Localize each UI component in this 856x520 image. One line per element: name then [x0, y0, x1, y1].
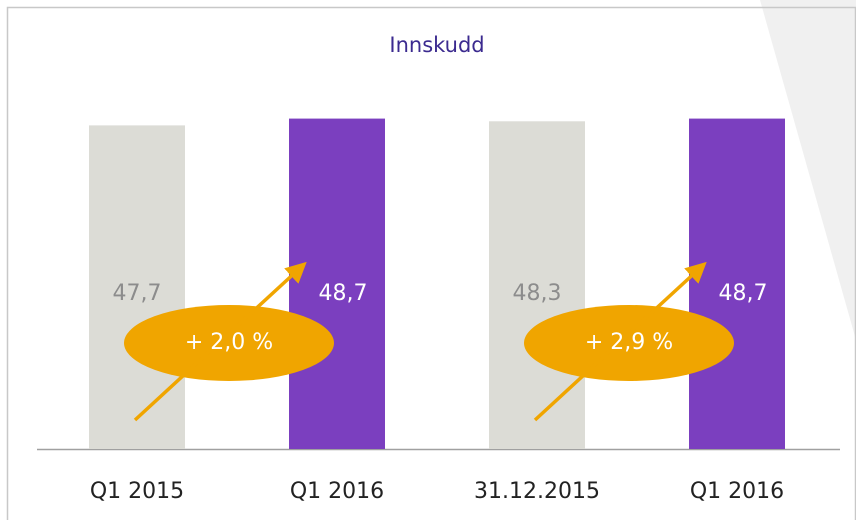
x-tick-label: Q1 2016: [690, 479, 784, 504]
corner-shade: [760, 0, 856, 340]
x-tick-label: Q1 2015: [90, 479, 184, 504]
chart-title: Innskudd: [389, 33, 484, 57]
x-tick-label: Q1 2016: [290, 479, 384, 504]
annotation-text: + 2,0 %: [185, 330, 273, 355]
annotation-bubble: [524, 305, 734, 381]
value-label: 47,7: [113, 281, 162, 306]
x-tick-label: 31.12.2015: [474, 479, 600, 504]
value-label: 48,3: [513, 281, 562, 306]
value-label: 48,7: [319, 281, 368, 306]
annotation-bubble: [124, 305, 334, 381]
bar: [89, 125, 185, 450]
annotation-arrow: [533, 261, 707, 422]
value-label: 48,7: [719, 281, 768, 306]
annotation-text: + 2,9 %: [585, 330, 673, 355]
bar: [489, 121, 585, 450]
annotation-arrow: [133, 261, 307, 422]
